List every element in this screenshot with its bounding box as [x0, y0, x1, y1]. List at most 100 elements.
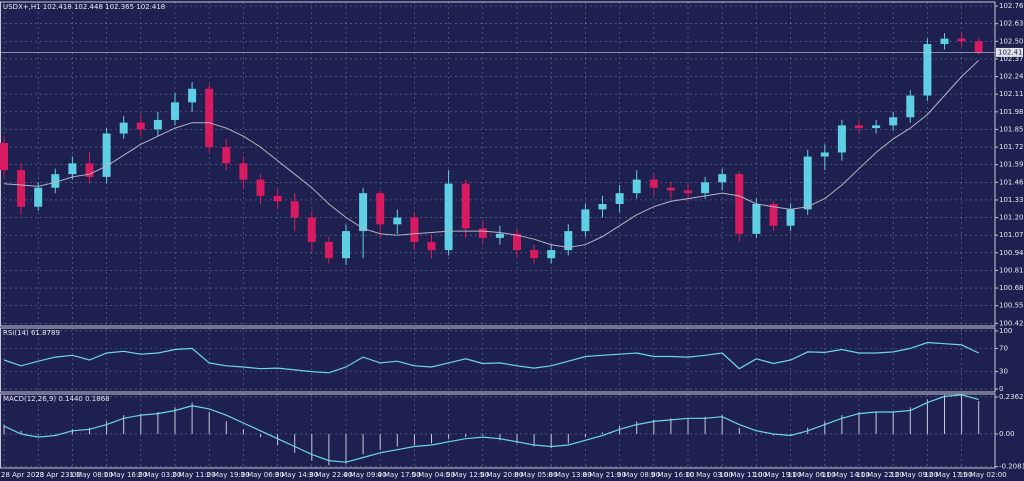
- histogram-bar: [961, 394, 963, 434]
- candle-body: [837, 125, 846, 153]
- histogram-bar: [944, 394, 945, 434]
- y-tick-label: 102.370: [999, 55, 1024, 63]
- candle-body: [188, 88, 197, 103]
- histogram-bar: [71, 429, 73, 434]
- y-tick-label: 102.760: [999, 2, 1024, 10]
- y-tick-label: 101.200: [999, 214, 1024, 222]
- x-tick-label: 15 May 02:00: [959, 471, 1007, 479]
- candle-body: [769, 203, 778, 226]
- histogram-bar: [875, 412, 877, 434]
- histogram-bar: [636, 421, 638, 434]
- candle-body: [290, 201, 299, 218]
- histogram-bar: [448, 433, 450, 439]
- candle-body: [393, 217, 402, 225]
- histogram-bar: [619, 426, 621, 434]
- y-tick-label: 101.070: [999, 231, 1024, 239]
- histogram-bar: [550, 433, 552, 449]
- y-tick-label: 100: [999, 327, 1012, 335]
- panel-frame: [0, 327, 996, 393]
- y-tick-label: 100.940: [999, 249, 1024, 257]
- indicator-line: [3, 341, 979, 374]
- histogram-bar: [20, 430, 22, 434]
- y-tick-label: 102.500: [999, 37, 1024, 45]
- x-tick-label: 4 May 17:00: [377, 471, 421, 479]
- x-tick-label: 4 May 09:00: [343, 471, 387, 479]
- histogram-bar: [584, 433, 586, 438]
- histogram-bar: [824, 421, 826, 434]
- histogram-bar: [294, 433, 296, 453]
- x-tick-label: 11 May 06:00: [788, 471, 836, 479]
- candle-body: [256, 179, 265, 196]
- candle-body: [803, 156, 812, 210]
- histogram-bar: [37, 433, 39, 436]
- y-tick-label: 0: [999, 385, 1003, 393]
- histogram-bar: [260, 433, 261, 438]
- histogram-bar: [191, 402, 193, 434]
- candle-body: [666, 187, 675, 191]
- x-tick-label: 8 May 21:00: [582, 471, 626, 479]
- histogram-bar: [311, 433, 313, 461]
- histogram-bar: [499, 433, 501, 441]
- candle-body: [786, 209, 795, 226]
- candle-body: [906, 95, 915, 118]
- x-tick-label: 3 May 14:00: [275, 471, 319, 479]
- candle-body: [855, 125, 863, 129]
- candle-body: [222, 147, 231, 164]
- histogram-bar: [242, 429, 244, 434]
- histogram-bar: [790, 433, 792, 436]
- y-tick-label: 100.680: [999, 284, 1024, 292]
- x-tick-label: 11 May 22:00: [856, 471, 904, 479]
- y-tick-label: 101.980: [999, 108, 1024, 116]
- y-tick-label: 102.630: [999, 20, 1024, 28]
- histogram-bar: [567, 433, 569, 444]
- candle-body: [153, 119, 162, 130]
- candle-body: [632, 179, 641, 194]
- candle-body: [718, 174, 727, 183]
- histogram-bar: [225, 421, 227, 434]
- y-tick-label: 101.330: [999, 196, 1024, 204]
- histogram-bar: [858, 412, 860, 434]
- candle-body: [820, 152, 829, 157]
- y-tick-label: 101.590: [999, 161, 1024, 169]
- x-tick-label: 5 May 12:00: [446, 471, 490, 479]
- candle-body: [530, 250, 539, 259]
- histogram-bar: [106, 421, 108, 434]
- histogram-bar: [140, 413, 142, 434]
- x-tick-label: 10 May 03:00: [685, 471, 733, 479]
- y-tick-label: 100.550: [999, 302, 1024, 310]
- y-tick-label: 30: [999, 368, 1008, 376]
- histogram-bar: [670, 418, 672, 434]
- histogram-bar: [653, 419, 655, 434]
- y-tick-label: 101.850: [999, 125, 1024, 133]
- candle-body: [735, 174, 744, 234]
- x-tick-label: 1 May 08:00: [69, 471, 113, 479]
- candle-body: [957, 38, 966, 42]
- candle-body: [119, 122, 128, 134]
- y-tick-label: 101.460: [999, 178, 1024, 186]
- histogram-bar: [482, 433, 484, 436]
- histogram-bar: [208, 412, 210, 434]
- histogram-bar: [174, 407, 176, 434]
- histogram-bar: [89, 427, 90, 434]
- candle-body: [239, 163, 248, 180]
- y-tick-label: 0.2362: [999, 393, 1024, 401]
- histogram-bar: [157, 412, 159, 434]
- indicator-line: [3, 394, 979, 463]
- y-tick-label: 0.00: [999, 430, 1015, 438]
- histogram-bar: [328, 433, 330, 466]
- histogram-bar: [465, 433, 467, 438]
- candle-body: [17, 170, 26, 207]
- x-tick-label: 9 May 16:00: [651, 471, 695, 479]
- y-tick-label: 100.810: [999, 266, 1024, 274]
- candle-body: [34, 187, 43, 207]
- current-price-box: [996, 47, 1023, 57]
- x-tick-label: 3 May 06:00: [240, 471, 284, 479]
- candle-body: [701, 182, 710, 194]
- x-tick-label: 3 May 22:00: [309, 471, 353, 479]
- histogram-bar: [602, 432, 603, 434]
- x-tick-label: 5 May 04:00: [411, 471, 455, 479]
- candle-body: [581, 209, 590, 232]
- x-tick-label: 10 May 19:00: [753, 471, 801, 479]
- candle-body: [273, 195, 282, 202]
- histogram-bar: [738, 427, 740, 434]
